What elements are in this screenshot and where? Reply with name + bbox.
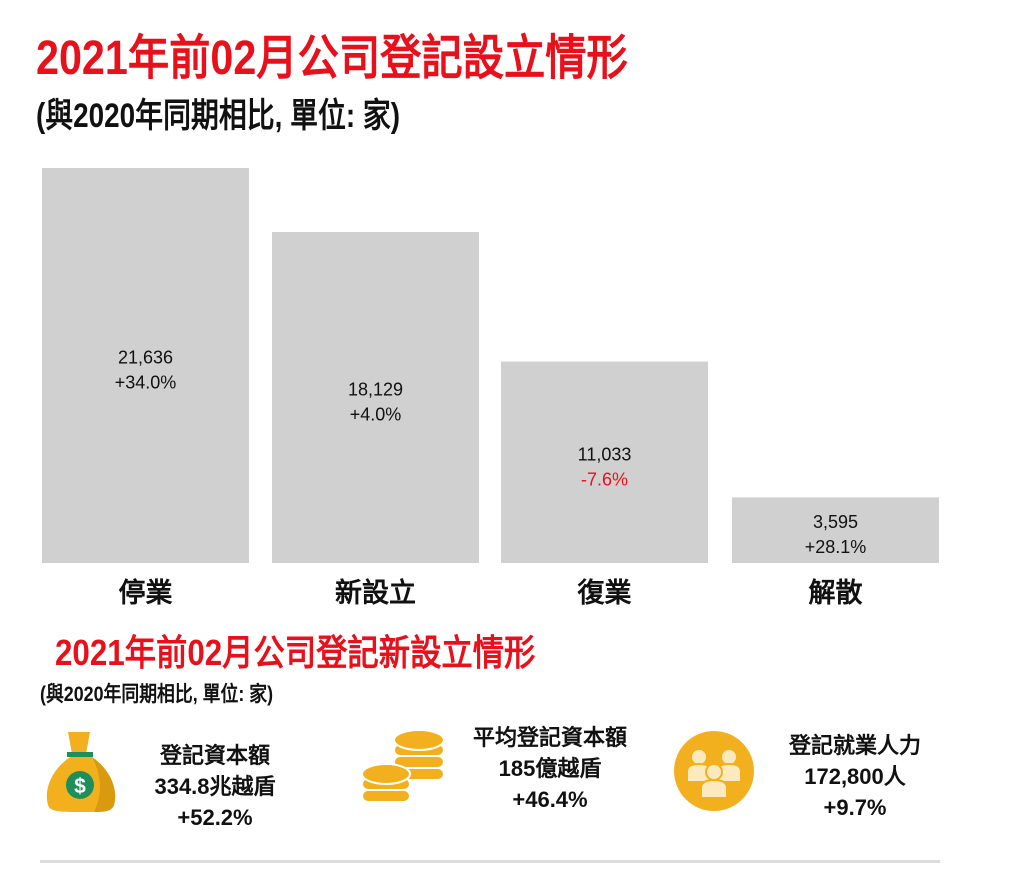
section-subtitle: (與2020年同期相比, 單位: 家) (40, 683, 274, 706)
category-label: 復業 (577, 577, 632, 609)
stat-value: 172,800人 (804, 764, 906, 789)
chart-subtitle: (與2020年同期相比, 單位: 家) (36, 97, 401, 135)
value-label: 21,636 (118, 348, 173, 368)
value-label: 11,033 (578, 444, 632, 464)
stat-value: 185億越盾 (498, 756, 602, 781)
stat-employment: 登記就業人力 172,800人 +9.7% (765, 730, 945, 823)
bar (732, 497, 939, 563)
section-title: 2021年前02月公司登記新設立情形 (55, 632, 536, 673)
people-icon (674, 731, 754, 811)
coins-icon (361, 729, 445, 803)
bar (501, 361, 708, 563)
divider (40, 860, 940, 863)
value-label: 3,595 (813, 512, 858, 532)
category-label: 停業 (119, 577, 173, 609)
value-label: 18,129 (348, 380, 403, 400)
stat-label: 平均登記資本額 (472, 725, 627, 750)
money-bag-icon: $ (46, 732, 116, 812)
change-label: +34.0% (115, 373, 177, 393)
bar (272, 232, 479, 563)
stat-average-capital: 平均登記資本額 185億越盾 +46.4% (455, 722, 645, 815)
stat-change: +52.2% (177, 805, 253, 830)
stat-capital: 登記資本額 334.8兆越盾 +52.2% (130, 740, 300, 833)
change-label: +28.1% (805, 537, 867, 557)
stat-label: 登記就業人力 (788, 733, 921, 758)
change-label: +4.0% (350, 405, 402, 425)
category-label: 新設立 (335, 577, 416, 609)
stat-value: 334.8兆越盾 (154, 774, 276, 799)
stat-label: 登記資本額 (159, 743, 270, 768)
bar (42, 168, 249, 563)
chart-title: 2021年前02月公司登記設立情形 (36, 32, 628, 85)
stat-change: +46.4% (512, 787, 588, 812)
change-label: -7.6% (581, 469, 628, 489)
stat-change: +9.7% (823, 795, 887, 820)
bar-chart: 21,636 +34.0% 停業 18,129 +4.0% 新設立 11,033 -7.6% 復… (42, 168, 939, 609)
category-label: 解散 (809, 578, 863, 609)
svg-text:$: $ (74, 775, 86, 798)
